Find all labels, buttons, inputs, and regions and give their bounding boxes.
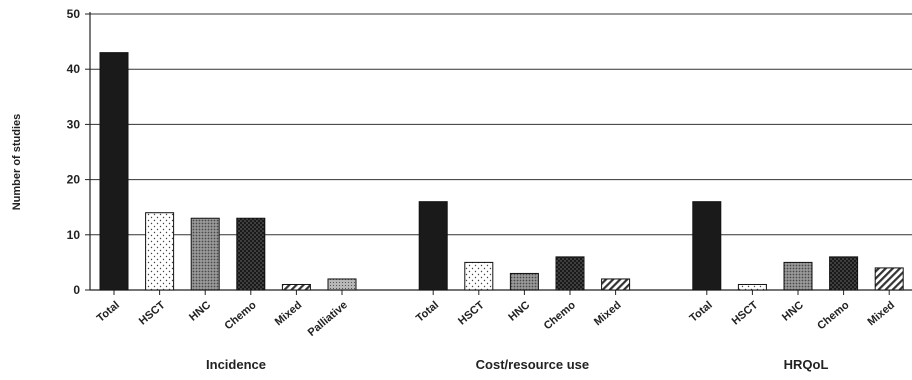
group-label: Cost/resource use (476, 357, 589, 372)
group-label: Incidence (206, 357, 266, 372)
x-tick-label: Chemo (222, 299, 258, 332)
x-tick-label: Total (688, 299, 715, 325)
x-tick-label: Mixed (273, 299, 305, 328)
x-tick-label: Mixed (866, 299, 898, 328)
axes (85, 12, 912, 295)
x-tick-label: Total (414, 299, 441, 325)
y-tick-label: 30 (67, 117, 81, 131)
bar-incidence-chemo (236, 217, 266, 291)
x-tick-label: HNC (780, 299, 806, 324)
bar-hrqol-mixed (874, 267, 904, 291)
bar-hrqol-hsct (737, 283, 767, 291)
x-tick-label: Chemo (542, 299, 578, 332)
y-axis-title: Number of studies (11, 114, 23, 211)
bar-cost-resource-use-total (418, 201, 448, 291)
x-tick-label: HSCT (730, 299, 761, 328)
x-tick-label: Palliative (306, 299, 350, 339)
bar-cost-resource-use-hnc (509, 272, 539, 291)
bar-cost-resource-use-chemo (555, 256, 585, 291)
gridlines (90, 13, 912, 236)
x-tick-label: HSCT (137, 299, 168, 328)
bar-incidence-total (99, 52, 129, 291)
y-tick-label: 50 (67, 7, 81, 21)
bar-hrqol-total (692, 201, 722, 291)
bar-hrqol-hnc (783, 261, 813, 291)
y-tick-label: 10 (67, 228, 81, 242)
bar-cost-resource-use-hsct (464, 261, 494, 291)
bar-hrqol-chemo (829, 256, 859, 291)
x-tick-label: Mixed (592, 299, 624, 328)
bar-incidence-palliative (327, 278, 357, 291)
bar-incidence-hnc (190, 217, 220, 291)
y-tick-label: 20 (67, 173, 81, 187)
group-label: HRQoL (784, 357, 829, 372)
x-tick-label: Total (95, 299, 122, 325)
bar-cost-resource-use-mixed (601, 278, 631, 291)
x-tick-label: Chemo (815, 299, 851, 332)
x-tick-label: HNC (506, 299, 532, 324)
bar-incidence-hsct (145, 212, 175, 291)
y-tick-label: 0 (73, 283, 80, 297)
x-tick-label: HSCT (456, 299, 487, 328)
x-tick-label: HNC (187, 299, 213, 324)
bar-incidence-mixed (281, 283, 311, 291)
y-tick-label: 40 (67, 62, 81, 76)
bars (99, 52, 904, 291)
